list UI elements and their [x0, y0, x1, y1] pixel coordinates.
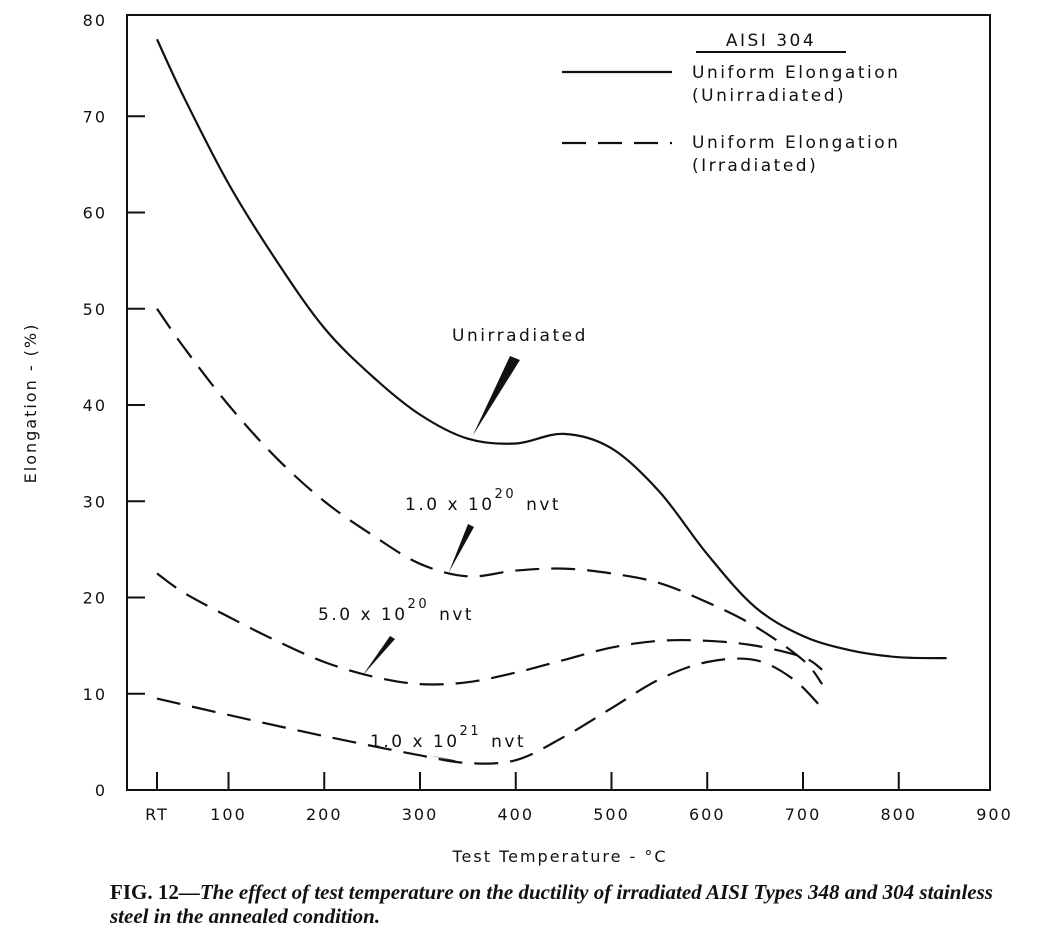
y-tick-label: 80 — [83, 11, 107, 30]
pointer-1e21 — [429, 755, 459, 762]
plot-frame — [126, 14, 991, 791]
y-tick-label: 50 — [83, 300, 107, 319]
x-tick-label: 600 — [689, 805, 726, 824]
y-axis-label: Elongation - (%) — [21, 323, 40, 484]
annotation-5e20-base: 5.0 x 10 — [318, 605, 408, 625]
chart-figure: RT 100 200 300 400 500 600 700 800 900 0 10 20 30 40 50… — [21, 11, 1013, 866]
series-line-3 — [156, 572, 823, 686]
legend: AISI 304 Uniform Elongation (Unirradiate… — [562, 31, 900, 176]
pointer-1e20 — [448, 524, 474, 573]
annotation-1e21-base: 1.0 x 10 — [370, 732, 460, 752]
annotation-1e20-exp: 20 — [495, 487, 517, 502]
y-tick-label: 30 — [83, 492, 107, 511]
x-tick-label: 500 — [593, 805, 630, 824]
x-tick-label: 800 — [880, 805, 917, 824]
annotation-5e20: 5.0 x 1020 nvt — [318, 597, 474, 625]
x-axis-label: Test Temperature - °C — [451, 847, 667, 866]
elongation-chart: RT 100 200 300 400 500 600 700 800 900 0 10 20 30 40 50… — [21, 11, 1013, 866]
annotation-1e20-base: 1.0 x 10 — [405, 495, 495, 515]
y-tick-label: 10 — [83, 685, 107, 704]
legend-entry-1-line1: Uniform Elongation — [692, 63, 900, 83]
x-tick-label: RT — [145, 805, 169, 824]
y-tick-label: 70 — [83, 107, 107, 126]
annotation-1e20: 1.0 x 1020 nvt — [405, 487, 561, 515]
y-tick-label: 60 — [83, 204, 107, 223]
annotation-1e21-exp: 21 — [460, 724, 482, 739]
pointer-unirradiated — [472, 356, 520, 436]
caption-text: —The effect of test temperature on the d… — [110, 880, 993, 928]
series-lines — [156, 38, 947, 765]
legend-entry-2-line2: (Irradiated) — [692, 156, 818, 176]
legend-entry-2-line1: Uniform Elongation — [692, 133, 900, 153]
series-line-2 — [156, 308, 824, 685]
x-tick-label: 900 — [976, 805, 1013, 824]
annotation-unirradiated: Unirradiated — [452, 326, 588, 346]
y-tick-label: 0 — [95, 781, 107, 800]
legend-title: AISI 304 — [726, 31, 816, 51]
legend-entry-1-line2: (Unirradiated) — [692, 86, 846, 106]
ticks: RT 100 200 300 400 500 600 700 800 900 0 10 20 30 40 50… — [83, 11, 1013, 824]
x-tick-label: 700 — [785, 805, 822, 824]
series-line-1 — [156, 38, 947, 660]
series-line-4 — [156, 657, 823, 765]
caption-figure-label: FIG. 12 — [110, 880, 179, 904]
annotation-pointers — [362, 356, 520, 762]
x-tick-label: 200 — [306, 805, 343, 824]
x-tick-label: 300 — [402, 805, 439, 824]
x-tick-label: 100 — [210, 805, 247, 824]
annotation-1e21: 1.0 x 1021 nvt — [370, 724, 526, 752]
y-tick-label: 20 — [83, 589, 107, 608]
annotation-1e21-unit: nvt — [491, 732, 526, 752]
axes — [126, 14, 991, 791]
annotation-5e20-exp: 20 — [408, 597, 430, 612]
x-tick-label: 400 — [497, 805, 534, 824]
y-tick-label: 40 — [83, 396, 107, 415]
annotation-1e20-unit: nvt — [526, 495, 561, 515]
figure-caption: FIG. 12—The effect of test temperature o… — [110, 880, 1010, 928]
annotation-5e20-unit: nvt — [439, 605, 474, 625]
pointer-5e20 — [362, 636, 395, 676]
